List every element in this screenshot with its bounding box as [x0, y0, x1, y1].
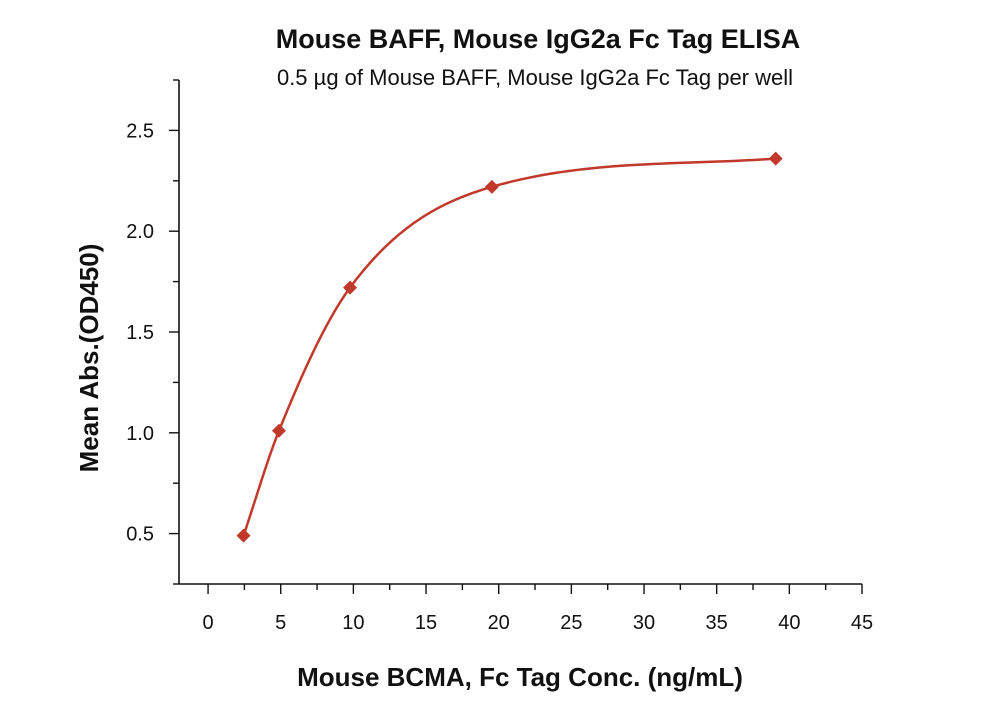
data-point-diamond — [343, 280, 358, 295]
y-tick-label: 2.5 — [126, 120, 154, 142]
x-axis-label: Mouse BCMA, Fc Tag Conc. (ng/mL) — [297, 662, 743, 692]
x-tick-label: 35 — [706, 612, 728, 634]
y-tick-label: 1.0 — [126, 423, 154, 445]
x-tick-label: 30 — [633, 612, 655, 634]
x-tick-label: 40 — [778, 612, 800, 634]
data-point-diamond — [768, 151, 783, 166]
y-tick-label: 1.5 — [126, 322, 154, 344]
y-tick-label: 2.0 — [126, 221, 154, 243]
x-tick-label: 20 — [488, 612, 510, 634]
x-tick-label: 10 — [342, 612, 364, 634]
x-tick-label: 0 — [203, 612, 214, 634]
data-point-diamond — [484, 179, 499, 194]
chart-subtitle: 0.5 µg of Mouse BAFF, Mouse IgG2a Fc Tag… — [277, 65, 793, 90]
y-axis-ticks: 0.5 1.0 1.5 2.0 2.5 — [126, 79, 179, 585]
x-tick-label: 45 — [851, 612, 873, 634]
x-axis-ticks: 0 5 10 15 20 25 30 35 40 45 — [203, 584, 873, 634]
chart-title: Mouse BAFF, Mouse IgG2a Fc Tag ELISA — [276, 24, 801, 54]
data-points — [236, 151, 783, 543]
x-tick-label: 25 — [560, 612, 582, 634]
x-tick-label: 5 — [275, 612, 286, 634]
data-point-diamond — [236, 528, 251, 543]
data-point-diamond — [271, 423, 286, 438]
y-axis-label: Mean Abs.(OD450) — [74, 244, 104, 473]
x-tick-label: 15 — [415, 612, 437, 634]
fit-curve — [242, 157, 776, 537]
y-tick-label: 0.5 — [126, 524, 154, 546]
